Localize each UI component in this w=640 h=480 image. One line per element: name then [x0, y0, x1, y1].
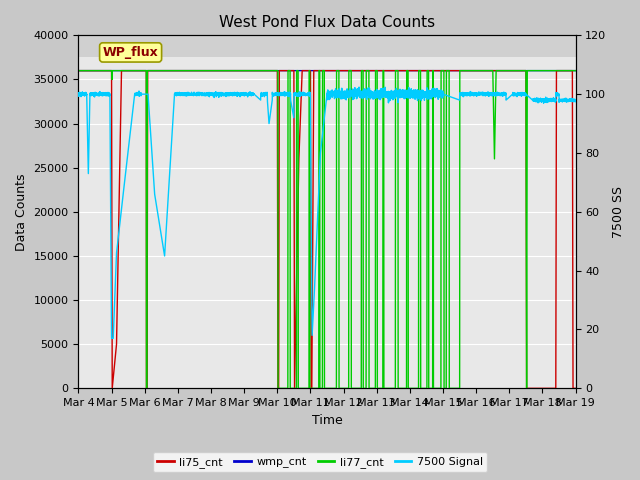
X-axis label: Time: Time [312, 414, 342, 427]
Bar [79, 36, 575, 58]
Title: West Pond Flux Data Counts: West Pond Flux Data Counts [219, 15, 435, 30]
Text: WP_flux: WP_flux [103, 46, 159, 59]
Legend: li75_cnt, wmp_cnt, li77_cnt, 7500 Signal: li75_cnt, wmp_cnt, li77_cnt, 7500 Signal [152, 452, 488, 472]
Bar [79, 58, 575, 388]
Y-axis label: Data Counts: Data Counts [15, 173, 28, 251]
Y-axis label: 7500 SS: 7500 SS [612, 186, 625, 238]
